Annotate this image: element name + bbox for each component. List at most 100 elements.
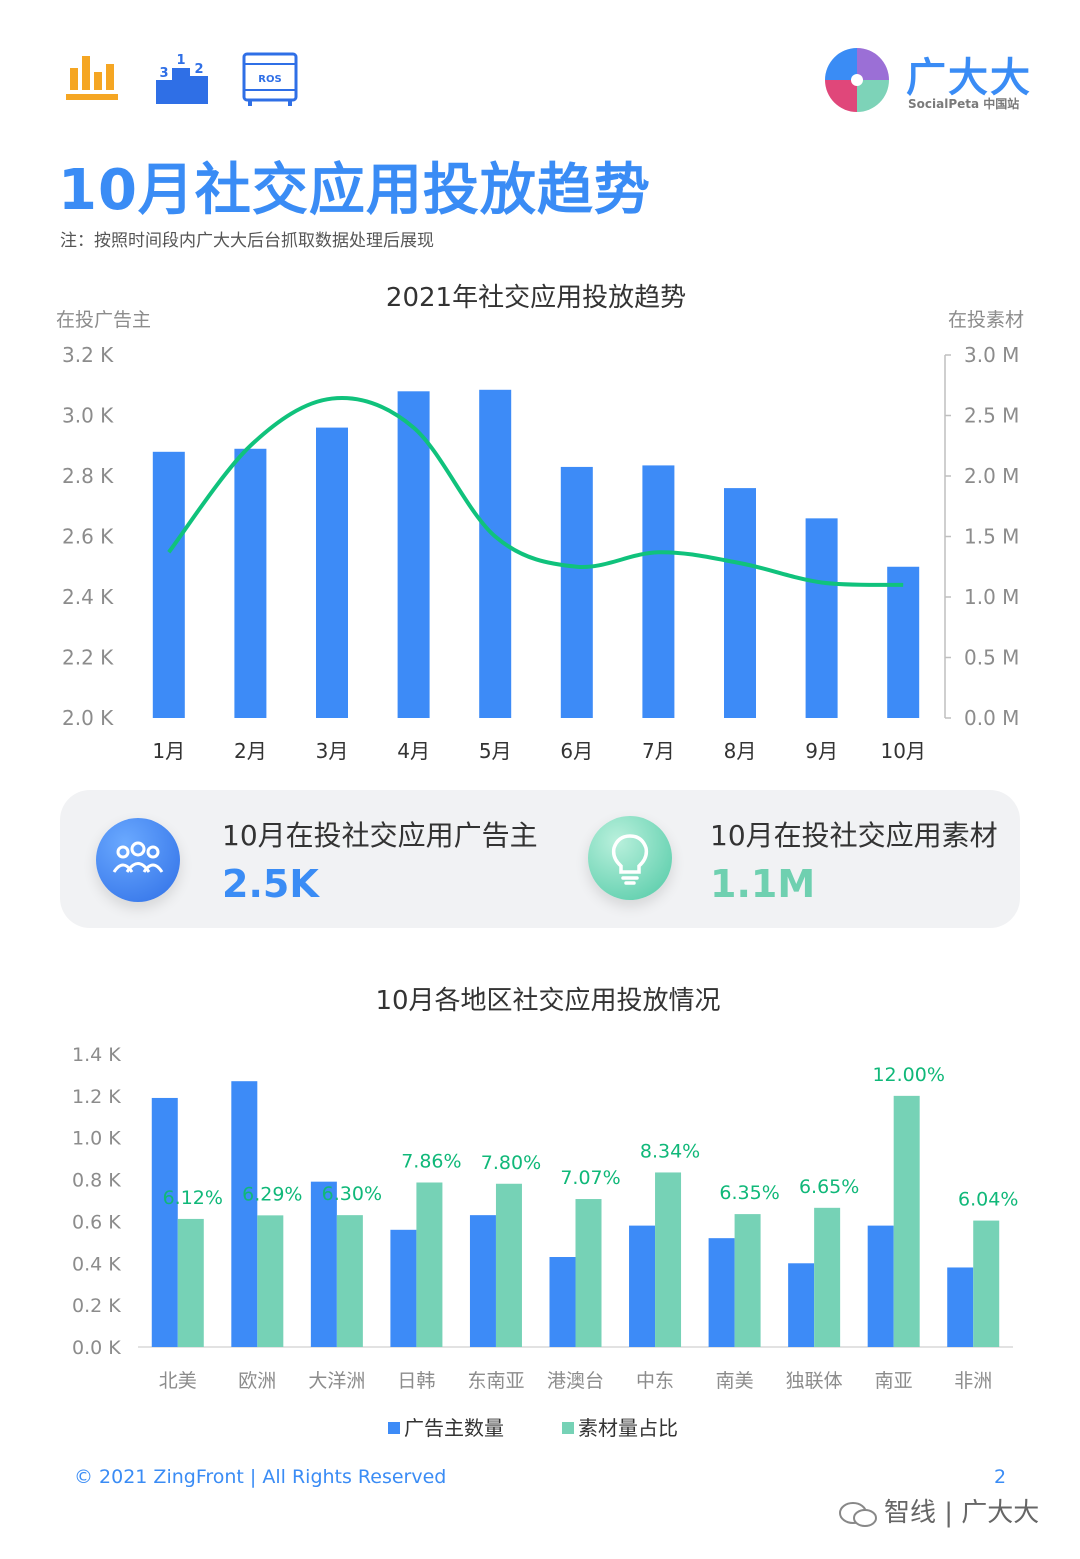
lightbulb-icon: [588, 816, 672, 900]
trend-chart: 2021年社交应用投放趋势 在投广告主 在投素材 2.0 K 2.2 K 2.4 K…: [56, 283, 1024, 763]
data-label: 7.07%: [560, 1167, 620, 1189]
x-tick-label: 2月: [234, 739, 267, 763]
ros-server-icon: ROS: [242, 52, 298, 106]
advertiser-bar: [151, 1097, 178, 1347]
creative-share-bar: [814, 1207, 841, 1347]
bar: [152, 451, 185, 718]
page-title: 10月社交应用投放趋势: [58, 158, 651, 223]
creative-share-bar: [336, 1215, 363, 1347]
people-group-icon: [96, 818, 180, 902]
page-number: 2: [994, 1466, 1007, 1488]
advertiser-stat-label: 10月在投社交应用广告主: [222, 819, 538, 852]
legend-label: 广告主数量: [404, 1416, 504, 1440]
svg-text:2: 2: [194, 62, 203, 77]
advertiser-bar: [469, 1215, 496, 1347]
y-tick-label: 2.0 K: [62, 706, 114, 730]
x-tick-label: 4月: [397, 739, 430, 763]
page-note: 注：按照时间段内广大大后台抓取数据处理后展现: [60, 231, 434, 251]
bar: [479, 389, 512, 718]
left-axis-label: 在投广告主: [56, 309, 151, 331]
x-tick-label: 9月: [805, 739, 838, 763]
x-tick-label: 中东: [636, 1370, 674, 1392]
data-label: 12.00%: [872, 1064, 944, 1086]
y-tick-label: 2.6 K: [62, 525, 114, 549]
header-icons: 3 1 2 ROS: [66, 52, 298, 106]
creative-share-bar: [893, 1095, 920, 1347]
chart-title: 10月各地区社交应用投放情况: [375, 986, 720, 1016]
x-tick-label: 非洲: [954, 1370, 992, 1392]
copyright: © 2021 ZingFront | All Rights Reserved: [74, 1466, 447, 1488]
y-tick-label: 2.8 K: [62, 464, 114, 488]
y2-tick-label: 1.5 M: [964, 525, 1019, 549]
advertiser-bar: [231, 1081, 258, 1347]
x-tick-label: 东南亚: [467, 1370, 524, 1392]
legend-label: 素材量占比: [578, 1416, 678, 1440]
bar: [887, 566, 920, 718]
y-tick-label: 3.2 K: [62, 343, 114, 367]
brand-mark-icon: [825, 48, 889, 112]
creative-share-bar: [973, 1220, 1000, 1347]
brand-subtitle: SocialPeta 中国站: [908, 97, 1020, 111]
x-tick-label: 8月: [724, 739, 757, 763]
y-tick-label: 2.2 K: [62, 646, 114, 670]
ranking-podium-icon: 3 1 2: [156, 53, 208, 104]
y-tick-label: 2.4 K: [62, 585, 114, 609]
creative-share-bar: [734, 1214, 761, 1347]
advertiser-bar: [549, 1257, 576, 1347]
data-label: 6.29%: [242, 1183, 302, 1205]
x-tick-label: 1月: [152, 739, 185, 763]
y2-tick-label: 2.0 M: [964, 464, 1019, 488]
y-tick-label: 0.8 K: [72, 1170, 121, 1192]
bar: [805, 518, 838, 718]
stat-panel: 10月在投社交应用广告主 2.5K 10月在投社交应用素材 1.1M: [60, 790, 1020, 928]
right-axis-label: 在投素材: [948, 309, 1024, 331]
legend-swatch-creatives: [562, 1422, 574, 1434]
creative-share-bar: [495, 1183, 522, 1347]
x-tick-label: 南美: [716, 1370, 754, 1392]
x-tick-label: 独联体: [786, 1370, 843, 1392]
wechat-icon: [839, 1501, 877, 1527]
y2-tick-label: 3.0 M: [964, 343, 1019, 367]
creative-share-bar: [575, 1199, 602, 1347]
data-label: 6.65%: [799, 1176, 859, 1198]
advertiser-bar: [788, 1263, 815, 1347]
data-label: 7.86%: [401, 1151, 461, 1173]
y2-tick-label: 1.0 M: [964, 585, 1019, 609]
y2-tick-label: 2.5 M: [964, 404, 1019, 428]
region-chart: 10月各地区社交应用投放情况 0.0 K 0.2 K 0.4 K 0.6 K 0.8 K…: [72, 986, 1018, 1440]
data-label: 6.04%: [958, 1189, 1018, 1211]
svg-text:1: 1: [176, 53, 185, 68]
y-tick-label: 1.2 K: [72, 1086, 121, 1108]
bar: [642, 465, 675, 718]
creative-share-bar: [655, 1172, 682, 1347]
y-tick-label: 1.0 K: [72, 1128, 121, 1150]
brand-name: 广大大: [906, 55, 1032, 101]
chart-title: 2021年社交应用投放趋势: [386, 283, 686, 313]
watermark: 智线 | 广大大: [838, 1492, 1039, 1529]
advertiser-bar: [708, 1238, 735, 1347]
advertiser-stat-value: 2.5K: [222, 862, 319, 906]
svg-text:3: 3: [159, 66, 168, 81]
watermark-text: 智线 | 广大大: [884, 1498, 1040, 1528]
y2-tick-label: 0.0 M: [964, 706, 1019, 730]
x-tick-label: 大洋洲: [308, 1370, 365, 1392]
ros-label: ROS: [258, 74, 281, 85]
advertiser-bar: [947, 1267, 974, 1347]
x-tick-label: 3月: [316, 739, 349, 763]
creative-share-bar: [416, 1182, 443, 1347]
creative-share-bar: [177, 1218, 204, 1347]
x-tick-label: 欧洲: [238, 1370, 276, 1392]
data-label: 8.34%: [640, 1140, 700, 1162]
y-tick-label: 0.4 K: [72, 1253, 121, 1275]
x-tick-label: 10月: [880, 739, 925, 763]
x-tick-label: 日韩: [397, 1370, 435, 1392]
x-tick-label: 南亚: [875, 1370, 913, 1392]
bar: [234, 448, 267, 718]
data-label: 6.35%: [719, 1182, 779, 1204]
x-tick-label: 7月: [642, 739, 675, 763]
advertiser-bar: [390, 1229, 417, 1347]
creative-stat-label: 10月在投社交应用素材: [710, 819, 998, 852]
bar: [316, 427, 348, 718]
x-tick-label: 6月: [560, 739, 593, 763]
creative-share-bar: [257, 1215, 284, 1347]
